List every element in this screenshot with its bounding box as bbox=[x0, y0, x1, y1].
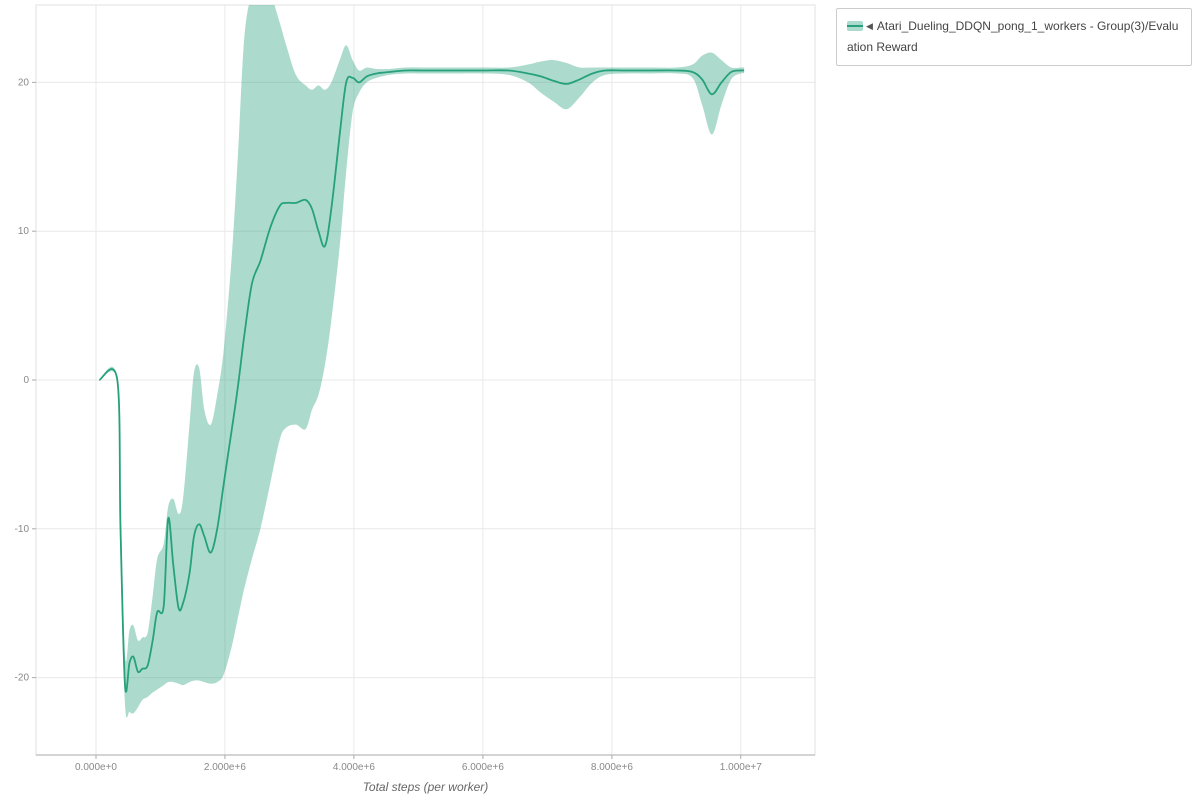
x-tick-label: 2.000e+6 bbox=[204, 762, 246, 773]
chart-canvas: 0.000e+0 2.000e+6 4.000e+6 6.000e+6 8.000e+6… bbox=[15, 4, 816, 794]
plot-area[interactable] bbox=[36, 5, 815, 755]
x-axis-title: Total steps (per worker) bbox=[363, 780, 489, 794]
legend: ◀ Atari_Dueling_DDQN_pong_1_workers - Gro… bbox=[836, 8, 1192, 66]
x-tick-label: 8.000e+6 bbox=[591, 762, 633, 773]
y-tick-label: -10 bbox=[15, 524, 30, 535]
x-tick-label: 1.000e+7 bbox=[720, 762, 762, 773]
y-tick-label: 20 bbox=[18, 77, 30, 88]
legend-item-evaluation-reward[interactable]: ◀ Atari_Dueling_DDQN_pong_1_workers - Gro… bbox=[847, 16, 1181, 58]
mean-reward-line bbox=[98, 69, 745, 693]
legend-label: Atari_Dueling_DDQN_pong_1_workers - Grou… bbox=[847, 19, 1179, 54]
gridlines bbox=[36, 5, 815, 755]
y-tick-label: -20 bbox=[15, 673, 30, 684]
legend-collapse-icon[interactable]: ◀ bbox=[866, 21, 873, 31]
y-tick-label: 0 bbox=[23, 375, 29, 386]
x-tick-label: 0.000e+0 bbox=[75, 762, 117, 773]
y-tick-label: 10 bbox=[18, 226, 30, 237]
x-tick-label: 4.000e+6 bbox=[333, 762, 375, 773]
axis-tick-labels: 0.000e+0 2.000e+6 4.000e+6 6.000e+6 8.000e+6… bbox=[15, 77, 763, 773]
reward-chart: 0.000e+0 2.000e+6 4.000e+6 6.000e+6 8.000e+6… bbox=[15, 4, 816, 794]
confidence-band bbox=[99, 5, 745, 718]
legend-series-swatch-icon bbox=[847, 21, 863, 31]
axes bbox=[32, 81, 815, 759]
x-tick-label: 6.000e+6 bbox=[462, 762, 504, 773]
